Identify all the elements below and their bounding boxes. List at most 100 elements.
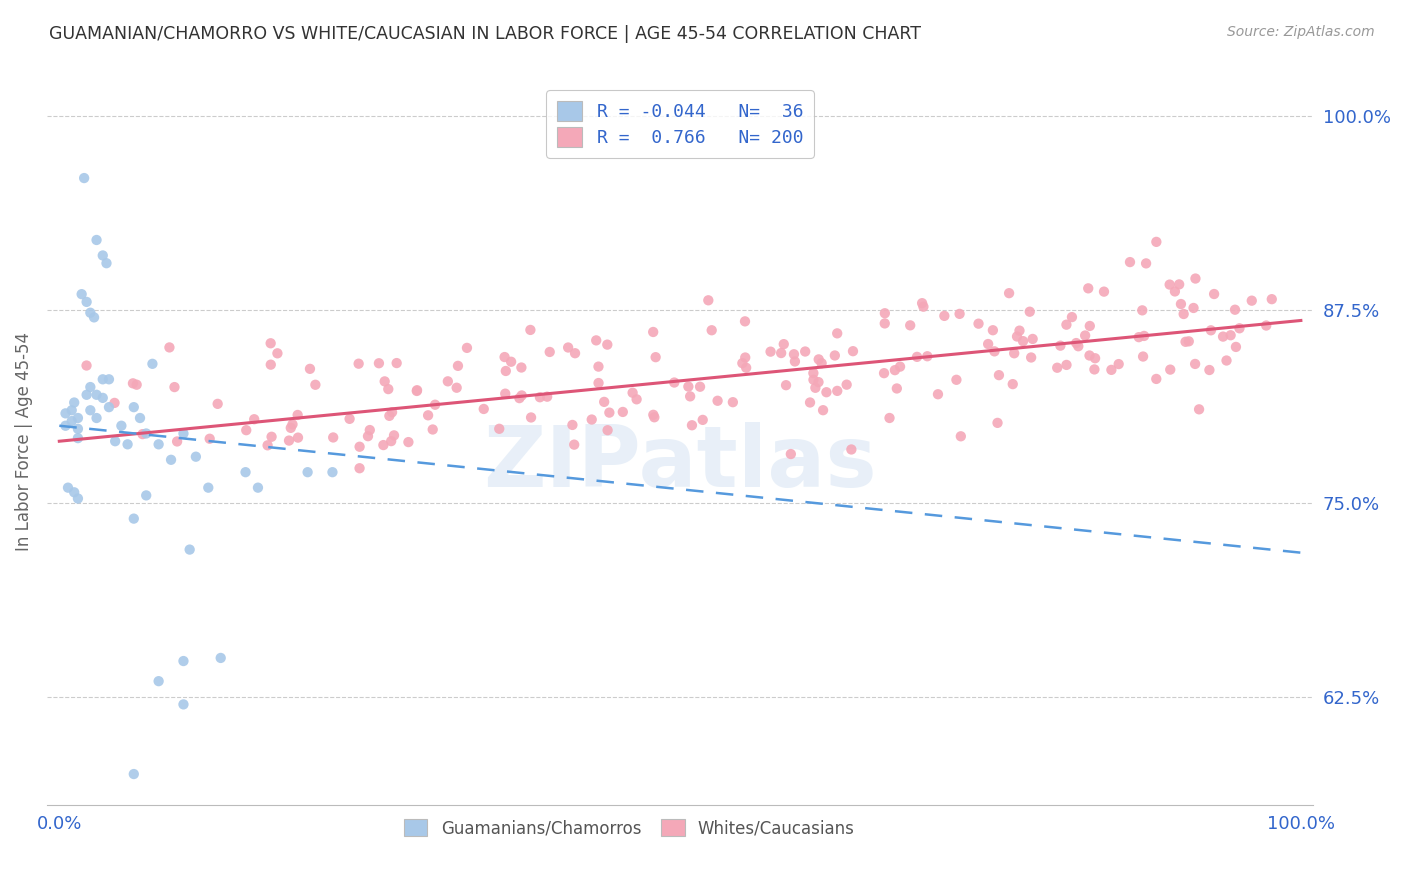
Point: [494, 386, 516, 401]
Point: [321, 465, 343, 479]
Point: [734, 351, 756, 365]
Point: [678, 379, 700, 393]
Point: [117, 437, 139, 451]
Point: [898, 318, 921, 333]
Point: [122, 511, 145, 525]
Point: [359, 423, 381, 437]
Point: [260, 358, 283, 372]
Point: [60, 414, 83, 428]
Point: [447, 359, 470, 373]
Point: [86, 233, 108, 247]
Point: [643, 408, 665, 422]
Point: [643, 410, 665, 425]
Point: [1130, 303, 1153, 318]
Point: [998, 286, 1021, 301]
Point: [287, 431, 309, 445]
Point: [588, 359, 610, 374]
Point: [815, 385, 838, 400]
Point: [76, 359, 98, 373]
Point: [581, 412, 603, 426]
Point: [1223, 302, 1246, 317]
Point: [1002, 346, 1025, 360]
Point: [1215, 353, 1237, 368]
Point: [564, 346, 586, 360]
Point: [131, 427, 153, 442]
Point: [679, 389, 702, 403]
Point: [91, 248, 114, 262]
Point: [967, 317, 990, 331]
Point: [166, 434, 188, 449]
Point: [1188, 402, 1211, 417]
Point: [60, 403, 83, 417]
Point: [759, 344, 782, 359]
Point: [256, 438, 278, 452]
Point: [423, 398, 446, 412]
Point: [396, 435, 419, 450]
Point: [731, 356, 754, 370]
Point: [172, 426, 194, 441]
Point: [510, 360, 533, 375]
Point: [643, 325, 665, 339]
Text: GUAMANIAN/CHAMORRO VS WHITE/CAUCASIAN IN LABOR FORCE | AGE 45-54 CORRELATION CHA: GUAMANIAN/CHAMORRO VS WHITE/CAUCASIAN IN…: [49, 25, 921, 43]
Point: [378, 409, 401, 423]
Point: [664, 376, 686, 390]
Point: [905, 350, 928, 364]
Point: [1174, 334, 1197, 349]
Point: [689, 380, 711, 394]
Point: [510, 388, 533, 402]
Point: [596, 423, 619, 437]
Point: [1159, 277, 1181, 292]
Point: [804, 381, 827, 395]
Point: [135, 426, 157, 441]
Point: [96, 256, 118, 270]
Point: [278, 434, 301, 448]
Point: [1005, 329, 1028, 343]
Point: [159, 340, 181, 354]
Point: [927, 387, 949, 401]
Point: [472, 401, 495, 416]
Point: [55, 406, 77, 420]
Point: [163, 380, 186, 394]
Text: ZIPatlas: ZIPatlas: [484, 422, 877, 505]
Point: [122, 767, 145, 781]
Point: [783, 347, 806, 361]
Point: [987, 368, 1010, 383]
Point: [794, 344, 817, 359]
Point: [977, 337, 1000, 351]
Point: [209, 651, 232, 665]
Point: [1184, 357, 1206, 371]
Point: [557, 341, 579, 355]
Point: [56, 481, 79, 495]
Point: [66, 431, 89, 445]
Point: [1128, 330, 1150, 344]
Point: [1049, 339, 1071, 353]
Point: [948, 307, 970, 321]
Point: [1060, 310, 1083, 324]
Point: [266, 346, 288, 360]
Point: [66, 422, 89, 436]
Point: [98, 372, 121, 386]
Point: [322, 430, 344, 444]
Point: [297, 465, 319, 479]
Point: [810, 356, 832, 370]
Point: [1067, 339, 1090, 353]
Point: [598, 406, 620, 420]
Point: [103, 396, 125, 410]
Point: [243, 412, 266, 426]
Point: [536, 390, 558, 404]
Point: [122, 400, 145, 414]
Point: [879, 411, 901, 425]
Point: [280, 421, 302, 435]
Point: [125, 377, 148, 392]
Point: [700, 323, 723, 337]
Point: [198, 432, 221, 446]
Point: [807, 375, 830, 389]
Point: [807, 352, 830, 367]
Point: [488, 422, 510, 436]
Point: [339, 412, 361, 426]
Point: [129, 411, 152, 425]
Point: [1119, 255, 1142, 269]
Point: [446, 381, 468, 395]
Point: [721, 395, 744, 409]
Point: [911, 296, 934, 310]
